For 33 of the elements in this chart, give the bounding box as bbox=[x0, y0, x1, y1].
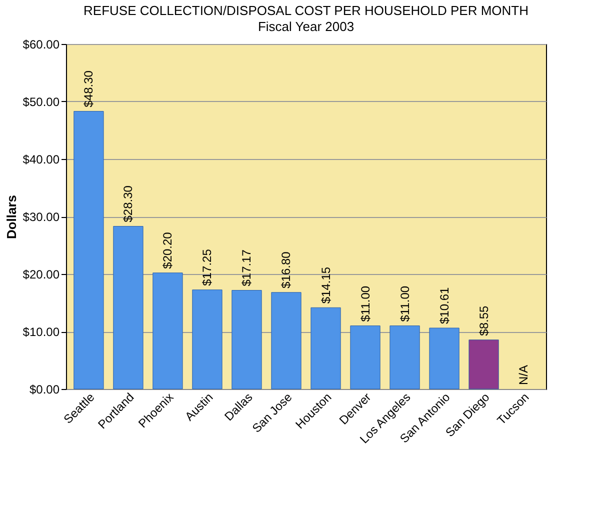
chart-title: REFUSE COLLECTION/DISPOSAL COST PER HOUSEHOLD PER MONTH bbox=[84, 3, 528, 18]
bar bbox=[113, 226, 144, 390]
bar bbox=[390, 326, 420, 390]
chart-subtitle: Fiscal Year 2003 bbox=[258, 19, 354, 34]
data-label: $16.80 bbox=[279, 251, 294, 288]
data-label: $17.17 bbox=[240, 249, 254, 286]
y-tick-label: $20.00 bbox=[22, 268, 60, 282]
y-tick-label: $60.00 bbox=[22, 38, 60, 52]
y-tick-label: $40.00 bbox=[22, 152, 60, 166]
bar bbox=[429, 328, 460, 390]
bar bbox=[232, 290, 262, 390]
data-label: $28.30 bbox=[121, 185, 136, 222]
data-label: $17.25 bbox=[200, 248, 214, 286]
y-axis-title: Dollars bbox=[4, 194, 19, 240]
bar bbox=[350, 326, 380, 390]
data-label: $8.55 bbox=[476, 305, 491, 336]
y-tick-label: $30.00 bbox=[22, 210, 60, 224]
bar bbox=[271, 292, 302, 390]
bar bbox=[74, 111, 104, 390]
y-tick-label: $50.00 bbox=[22, 95, 60, 109]
text: N/A bbox=[516, 364, 530, 385]
data-label: $48.30 bbox=[82, 70, 96, 108]
bar bbox=[152, 272, 183, 390]
bar bbox=[192, 290, 222, 390]
data-label: $20.20 bbox=[160, 232, 175, 269]
y-tick-label: $10.00 bbox=[22, 325, 60, 339]
data-label: $11.00 bbox=[358, 286, 372, 322]
bar bbox=[310, 307, 341, 390]
y-tick-label: $0.00 bbox=[29, 382, 60, 396]
data-label: $11.00 bbox=[398, 286, 412, 322]
data-label: $14.15 bbox=[318, 266, 333, 304]
data-label: $10.61 bbox=[437, 286, 452, 324]
bar bbox=[468, 340, 499, 390]
